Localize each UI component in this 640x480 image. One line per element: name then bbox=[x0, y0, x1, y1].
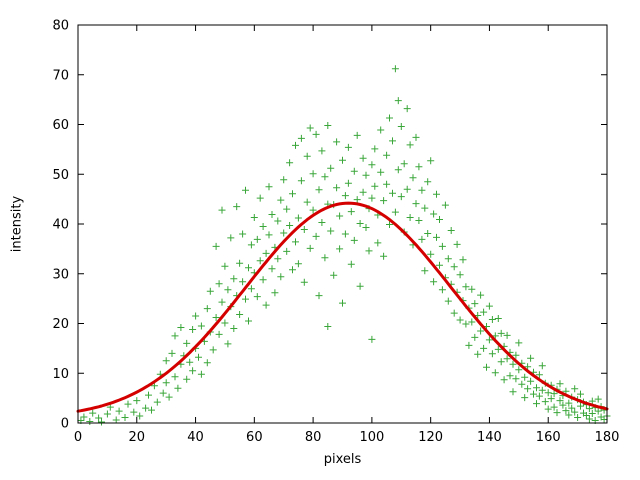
plot-border bbox=[77, 24, 608, 424]
y-tick-label: 10 bbox=[52, 367, 69, 382]
y-axis-label: intensity bbox=[9, 195, 25, 253]
y-tick-label: 60 bbox=[52, 118, 69, 133]
x-tick-label: 100 bbox=[359, 430, 384, 445]
y-tick-label: 40 bbox=[52, 218, 69, 233]
x-tick-label: 160 bbox=[536, 430, 561, 445]
y-tick-label: 80 bbox=[52, 19, 69, 34]
x-tick-label: 40 bbox=[187, 430, 204, 445]
y-tick-label: 30 bbox=[52, 267, 69, 282]
x-tick-label: 80 bbox=[305, 430, 322, 445]
fit-curve-line bbox=[76, 201, 609, 413]
y-tick-label: 50 bbox=[52, 168, 69, 183]
y-tick-label: 70 bbox=[52, 68, 69, 83]
x-tick-label: 20 bbox=[129, 430, 146, 445]
x-tick-label: 120 bbox=[418, 430, 443, 445]
x-tick-label: 0 bbox=[74, 430, 82, 445]
x-axis-label: pixels bbox=[323, 452, 362, 467]
y-tick-label: 20 bbox=[52, 317, 69, 332]
tick-labels: 0 20 40 60 80 100 120 140 160 180 0 10 20 30 40 50 60 70 8… bbox=[52, 19, 619, 446]
y-tick-label: 0 bbox=[61, 417, 69, 432]
x-tick-label: 180 bbox=[595, 430, 620, 445]
x-tick-label: 60 bbox=[246, 430, 263, 445]
x-tick-label: 140 bbox=[477, 430, 502, 445]
scatter-series bbox=[77, 65, 611, 426]
